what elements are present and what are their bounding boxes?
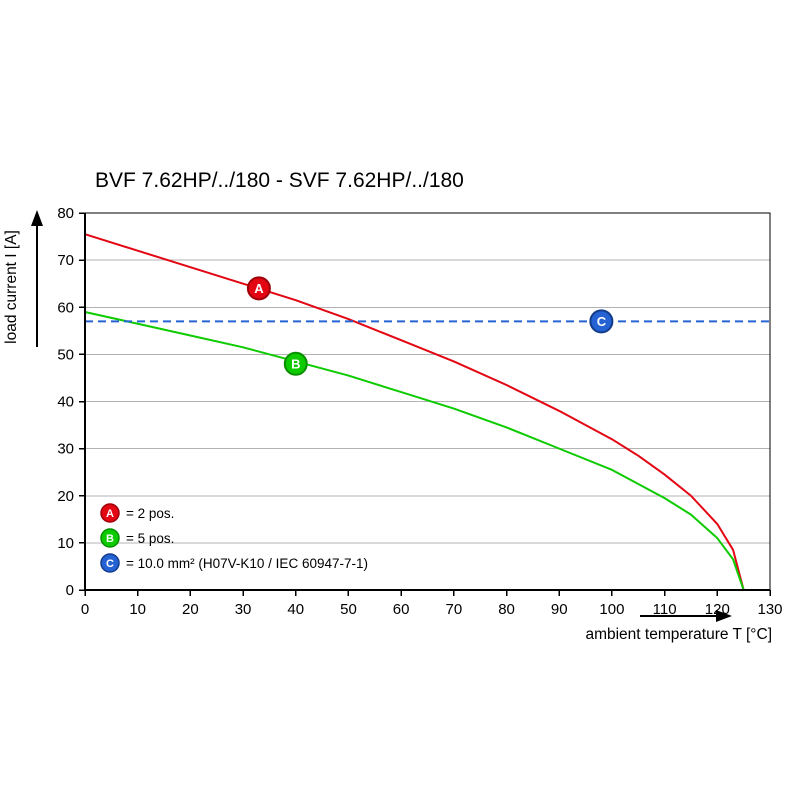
legend-item-c: C = 10.0 mm² (H07V-K10 / IEC 60947-7-1) (100, 553, 368, 573)
marker-c-letter: C (597, 314, 607, 329)
marker-b-letter: B (291, 356, 300, 371)
y-tick-label: 70 (57, 252, 74, 269)
legend-label-a: = 2 pos. (126, 506, 174, 521)
marker-a-circle-icon (246, 276, 271, 301)
x-tick-label: 60 (393, 601, 410, 618)
legend-label-b: = 5 pos. (126, 531, 174, 546)
legend-letter-a: A (106, 508, 114, 520)
curves (84, 233, 770, 591)
curve-a (84, 233, 745, 591)
gridlines (85, 212, 770, 544)
x-tick-label: 10 (129, 601, 146, 618)
y-tick-label: 0 (66, 582, 74, 599)
axis-ticks: 0 10 20 30 40 50 60 70 80 90 100 110 120 130010203040… (57, 205, 782, 618)
x-tick-label: 80 (498, 601, 515, 618)
legend-item-a: A = 2 pos. (100, 503, 174, 523)
y-axis-arrow-icon (31, 210, 43, 347)
marker-b: B (283, 351, 308, 376)
x-tick-label: 0 (81, 601, 89, 618)
y-tick-label: 20 (57, 488, 74, 505)
marker-a: A (246, 276, 271, 301)
x-tick-label: 90 (551, 601, 568, 618)
marker-b-circle-icon (283, 351, 308, 376)
curve-b (84, 310, 745, 591)
x-tick-label: 100 (599, 601, 624, 618)
y-tick-label: 80 (57, 205, 74, 222)
x-tick-label: 20 (182, 601, 199, 618)
legend: A = 2 pos. B = 5 pos. C = 10.0 mm² (H07V… (100, 503, 368, 573)
legend-marker-c-icon (100, 553, 120, 573)
x-tick-label: 130 (757, 601, 782, 618)
x-axis-label: ambient temperature T [°C] (585, 626, 772, 643)
x-tick-label: 110 (653, 601, 677, 618)
curve-markers: A B C (246, 276, 614, 376)
legend-letter-b: B (106, 533, 114, 545)
x-axis-arrow-icon (640, 610, 732, 622)
chart-title: BVF 7.62HP/../180 - SVF 7.62HP/../180 (95, 169, 464, 192)
legend-letter-c: C (106, 558, 114, 570)
marker-a-letter: A (254, 281, 264, 296)
x-tick-label: 50 (340, 601, 357, 618)
y-axis-label: load current I [A] (3, 230, 20, 344)
legend-label-c: = 10.0 mm² (H07V-K10 / IEC 60947-7-1) (126, 556, 368, 571)
y-tick-label: 30 (57, 441, 74, 458)
x-tick-label: 40 (287, 601, 304, 618)
x-tick-label: 30 (235, 601, 252, 618)
marker-c: C (589, 309, 614, 334)
y-tick-label: 60 (57, 299, 74, 316)
y-tick-label: 50 (57, 346, 74, 363)
y-tick-label: 10 (57, 535, 74, 552)
x-tick-label: 70 (446, 601, 463, 618)
legend-marker-a-icon (100, 503, 120, 523)
marker-c-circle-icon (589, 309, 614, 334)
legend-marker-b-icon (100, 528, 120, 548)
legend-item-b: B = 5 pos. (100, 528, 174, 548)
y-tick-label: 40 (57, 394, 74, 411)
